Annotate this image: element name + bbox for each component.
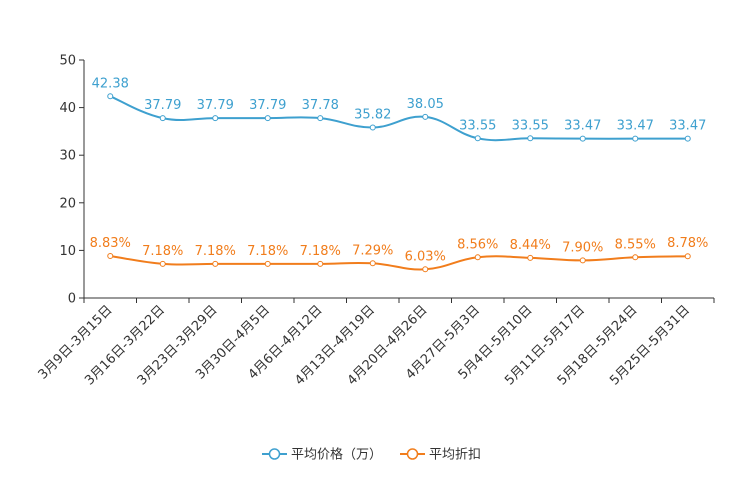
data-point <box>317 115 324 122</box>
data-point <box>264 260 271 267</box>
data-label: 8.78% <box>667 236 708 251</box>
legend-label: 平均折扣 <box>429 448 481 463</box>
axes: 010203040503月9日-3月15日3月16日-3月22日3月23日-3月… <box>36 54 715 388</box>
data-point <box>474 254 481 261</box>
data-point <box>422 113 429 120</box>
data-label: 37.79 <box>144 98 181 113</box>
data-point <box>632 254 639 261</box>
data-point <box>212 260 219 267</box>
series-line-0 <box>109 95 688 142</box>
data-point <box>527 254 534 261</box>
y-tick-label: 50 <box>59 54 76 69</box>
data-label: 8.56% <box>457 237 498 252</box>
data-point <box>369 124 376 131</box>
series-group: 42.38 37.79 37.79 37.79 37.78 35.82 38.05 33.55… <box>90 76 708 273</box>
data-label: 37.79 <box>197 98 234 113</box>
data-label: 33.47 <box>617 119 654 134</box>
data-point <box>369 260 376 267</box>
data-label: 7.90% <box>562 240 603 255</box>
data-point <box>107 252 114 259</box>
data-label: 7.18% <box>142 244 183 259</box>
legend-circle-icon <box>268 448 281 460</box>
data-point <box>684 253 691 260</box>
y-tick-label: 20 <box>59 196 76 211</box>
y-tick-label: 30 <box>59 149 76 164</box>
data-label: 33.47 <box>669 119 706 134</box>
data-point <box>422 266 429 273</box>
data-label: 42.38 <box>92 76 129 91</box>
data-label: 8.55% <box>615 237 656 252</box>
series-0: 42.38 37.79 37.79 37.79 37.78 35.82 38.05 33.55… <box>92 76 706 142</box>
legend-label: 平均价格（万） <box>291 447 382 463</box>
data-point <box>317 260 324 267</box>
data-point <box>579 257 586 264</box>
legend-item-1[interactable]: 平均折扣 <box>400 448 481 463</box>
data-point <box>632 135 639 142</box>
data-label: 7.18% <box>195 244 236 259</box>
data-label: 7.18% <box>247 244 288 259</box>
legend-item-0[interactable]: 平均价格（万） <box>262 447 382 463</box>
legend[interactable]: 平均价格（万） 平均折扣 <box>262 447 481 463</box>
data-label: 37.79 <box>249 98 286 113</box>
data-label: 35.82 <box>354 107 391 122</box>
data-label: 33.55 <box>512 118 549 133</box>
data-label: 33.55 <box>459 118 496 133</box>
series-line-1 <box>110 254 688 271</box>
data-label: 8.83% <box>90 236 131 251</box>
series-1: 8.83% 7.18% 7.18% 7.18% 7.18% 7.29% 6.03% 8.56%… <box>90 236 708 273</box>
data-label: 37.78 <box>302 98 339 113</box>
y-tick-label: 40 <box>59 101 76 116</box>
data-label: 33.47 <box>564 119 601 134</box>
data-point <box>527 135 534 142</box>
data-point <box>159 115 166 122</box>
data-point <box>474 135 481 142</box>
data-label: 6.03% <box>405 249 446 264</box>
data-point <box>264 115 271 122</box>
y-tick-label: 0 <box>68 292 76 307</box>
legend-circle-icon <box>406 448 419 460</box>
data-point <box>579 135 586 142</box>
data-label: 8.44% <box>510 238 551 253</box>
data-point <box>212 115 219 122</box>
data-label: 7.18% <box>300 244 341 259</box>
data-label: 7.29% <box>352 243 393 258</box>
data-point <box>107 93 114 100</box>
data-label: 38.05 <box>407 97 444 112</box>
y-tick-label: 10 <box>59 244 76 259</box>
data-point <box>684 135 691 142</box>
data-point <box>159 260 166 267</box>
